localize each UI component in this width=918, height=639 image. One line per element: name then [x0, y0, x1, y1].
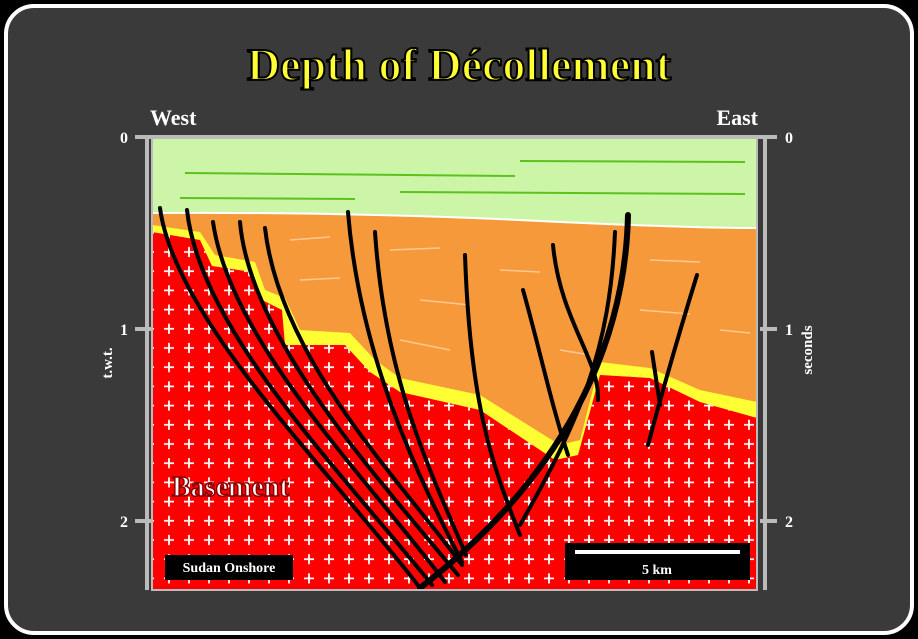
- west-label: West: [150, 105, 197, 130]
- tick-label: 1: [120, 322, 128, 339]
- horizons: [179, 160, 746, 200]
- scale-bar-label: 5 km: [642, 563, 672, 578]
- scale-bar-box: [565, 543, 750, 580]
- cross-section: [151, 136, 758, 591]
- tick-label: 2: [120, 514, 128, 531]
- faults: [158, 206, 699, 591]
- tick-label: 0: [120, 130, 128, 147]
- bedding: [289, 236, 751, 356]
- location-box: [165, 555, 293, 580]
- basement-label: Basement: [172, 472, 289, 503]
- right-axis-label: seconds: [800, 325, 816, 374]
- location-label: Sudan Onshore: [183, 561, 276, 576]
- left-axis-label: t.w.t.: [100, 347, 116, 378]
- east-label: East: [716, 105, 758, 130]
- basement-pattern: [152, 232, 757, 590]
- tick-label: 2: [785, 514, 793, 531]
- tick-label: 0: [785, 130, 793, 147]
- tick-label: 1: [785, 322, 793, 339]
- title: Depth of Décollement: [247, 39, 672, 90]
- axes: [135, 135, 777, 590]
